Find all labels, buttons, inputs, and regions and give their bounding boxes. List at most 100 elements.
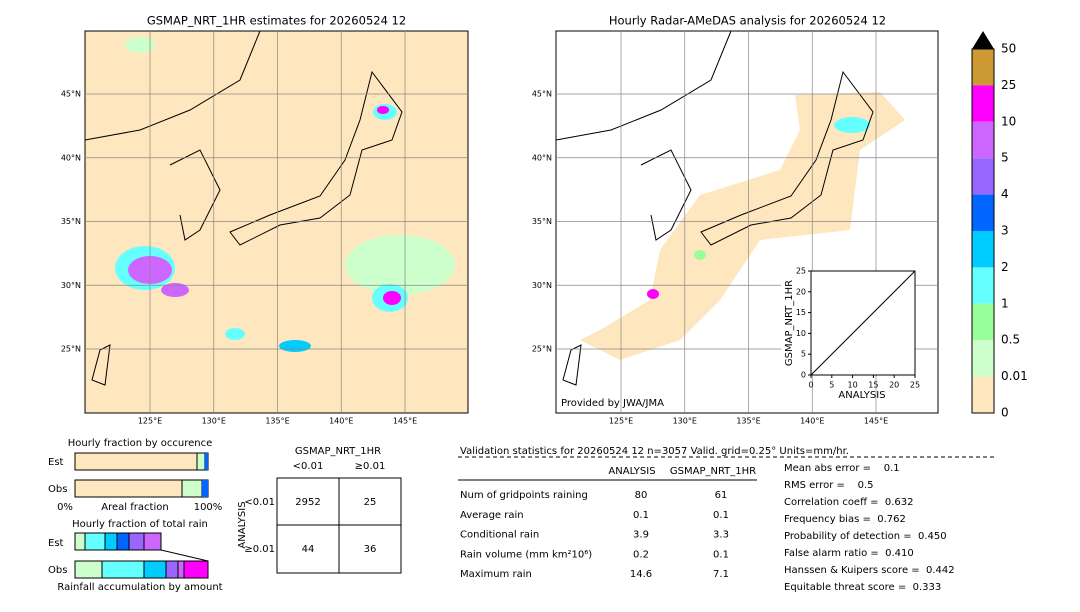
rain-area [383,291,401,305]
y-tick-label: 25 [796,267,806,276]
bar [177,560,185,579]
lat-label: 45°N [532,90,552,99]
stat-value: 80 [635,490,648,501]
axis-label: Areal fraction [101,502,168,513]
stat-value: 3.9 [633,530,649,541]
lon-label: 125°E [138,417,162,426]
bar [116,532,130,551]
colorbar-segment [972,267,994,304]
bar [104,532,118,551]
row-header: <0.01 [244,497,275,508]
colorbar-segment [972,49,994,86]
occurrence-bars [74,452,209,498]
cell: 36 [364,544,377,555]
map-frame [84,30,469,414]
colorbar-segment [972,85,994,122]
bar [196,452,206,471]
colorbar [972,31,994,49]
lon-label: 125°E [609,417,633,426]
x-tick-label: 5 [829,381,834,390]
row-axis: ANALYSIS [237,501,248,548]
row-header: ≥0.01 [244,544,275,555]
stat-value: 0.1 [713,549,729,560]
colorbar-extend [972,31,994,49]
row-label: Num of gridpoints raining [460,490,588,501]
stat-value: 14.6 [630,569,652,580]
colorbar-label: 10 [1001,114,1016,128]
stat-value: 0.1 [633,510,649,521]
score: Mean abs error = 0.1 [784,463,900,474]
y-tick-label: 20 [796,287,806,296]
stat-value: 0.2 [633,549,649,560]
lon-label: 130°E [673,417,697,426]
lat-label: 35°N [61,217,81,226]
row-label: Rain volume (mm km²10⁶) [460,549,592,560]
score: Equitable threat score = 0.333 [784,582,941,593]
lat-label: 30°N [532,281,552,290]
lat-label: 25°N [61,345,81,354]
x-tick-label: 25 [910,381,920,390]
row-label: Maximum rain [460,569,532,580]
rain-area [279,340,311,352]
rain-area [834,117,870,133]
lat-label: 45°N [61,90,81,99]
map-title: GSMAP_NRT_1HR estimates for 20260524 12 [147,14,406,28]
coastline [229,70,403,246]
y-tick-label: 5 [801,350,806,359]
lon-label: 135°E [736,417,760,426]
coastline [555,30,732,386]
row-label: Obs [48,565,67,576]
colorbar-label: 0.01 [1001,369,1028,383]
x-tick-label: 20 [889,381,899,390]
col-header: ≥0.01 [355,461,386,472]
stats-header: Validation statistics for 20260524 12 n=… [460,446,849,457]
colorbar-segment [972,231,994,268]
rain-area [225,328,245,340]
row-label: Obs [48,484,67,495]
lon-label: 145°E [864,417,888,426]
axis-label: 0% [57,502,73,513]
colorbar-label: 50 [1001,42,1016,56]
analysis-coverage [580,92,905,360]
cell: 44 [302,544,315,555]
rain-area [125,37,155,53]
lat-label: 30°N [61,281,81,290]
colorbar-label: 25 [1001,78,1016,92]
bar [101,560,145,579]
lon-label: 130°E [202,417,226,426]
colorbar-label: 3 [1001,224,1009,238]
colorbar-label: 1 [1001,296,1009,310]
score: Correlation coeff = 0.632 [784,497,914,508]
row-label: Est [48,538,64,549]
stat-value: 7.1 [713,569,729,580]
cell: 2952 [295,497,320,508]
x-tick-label: 10 [848,381,858,390]
bar [202,480,208,497]
col-header: <0.01 [293,461,324,472]
lat-label: 35°N [532,217,552,226]
colorbar-segment [972,376,994,413]
coastline [84,30,261,386]
score: Frequency bias = 0.762 [784,514,906,525]
colorbar-segment [972,303,994,341]
diagonal [810,270,916,376]
total-rain-bars [74,532,209,579]
rain-area [694,250,706,260]
rain-area [377,106,389,114]
lon-label: 140°E [329,417,353,426]
colorbar-label: 0.5 [1001,333,1020,347]
map-left [84,30,469,414]
panel-title: Hourly fraction of total rain [72,519,208,530]
lon-label: 135°E [265,417,289,426]
y-tick-label: 10 [796,329,806,338]
panel-footer: Rainfall accumulation by amount [57,582,222,593]
row-label: Est [48,457,64,468]
score: Probability of detection = 0.450 [784,531,947,542]
coastline [700,70,874,246]
axis-label: 100% [194,502,223,513]
rain-area [345,235,455,295]
bar [181,479,203,498]
colorbar-segment [972,158,994,195]
